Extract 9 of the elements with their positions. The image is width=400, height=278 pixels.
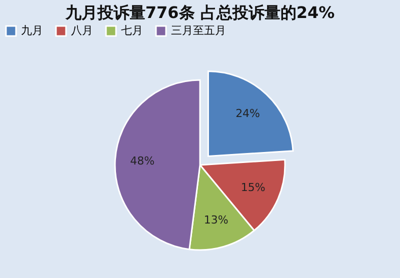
legend-label: 九月 [21,24,43,37]
data-label: 13% [204,214,228,227]
legend-label: 三月至五月 [171,24,226,37]
chart-title: 九月投诉量776条 占总投诉量的24% [64,3,335,22]
data-label: 48% [130,154,155,168]
legend-label: 七月 [121,24,143,37]
legend-label: 八月 [71,24,93,37]
data-label: 15% [240,180,266,194]
data-label: 24% [236,107,260,120]
